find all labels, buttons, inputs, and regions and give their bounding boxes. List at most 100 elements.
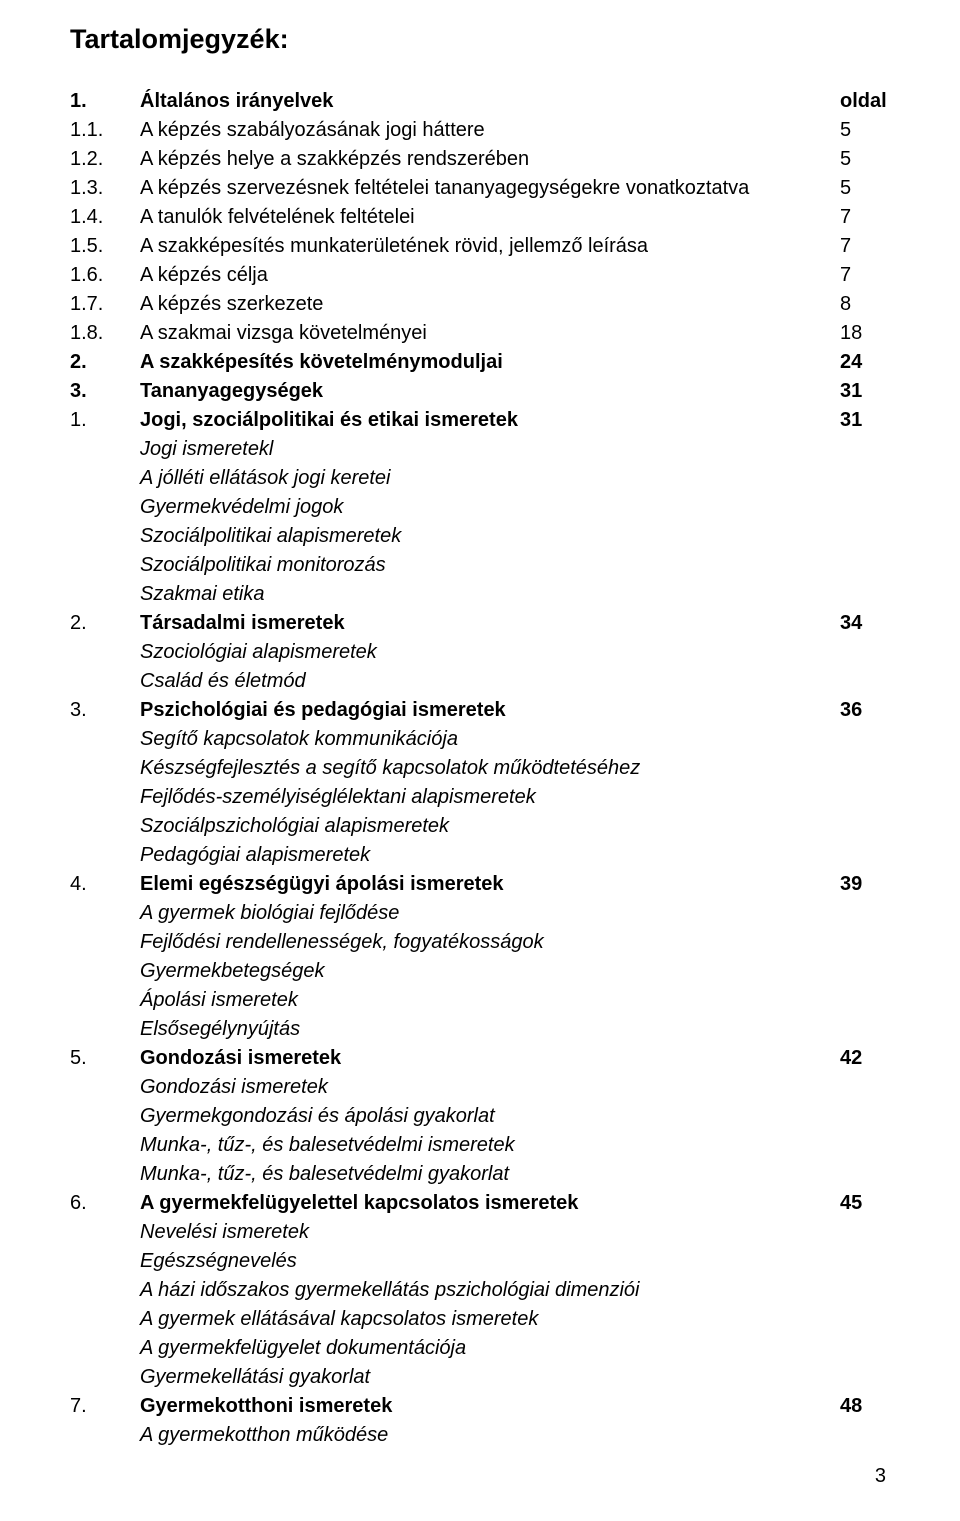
toc-label: Elemi egészségügyi ápolási ismeretek xyxy=(140,870,840,899)
toc-page: 7 xyxy=(840,203,890,232)
toc-subitem: Gyermekvédelmi jogok xyxy=(140,493,890,522)
toc-page: 24 xyxy=(840,348,890,377)
toc-subitem: Gyermekgondozási és ápolási gyakorlat xyxy=(140,1102,890,1131)
toc-subitem: Szakmai etika xyxy=(140,580,890,609)
toc-num: 1. xyxy=(70,406,140,435)
toc-label: Általános irányelvek xyxy=(140,87,840,116)
toc-page: 5 xyxy=(840,145,890,174)
toc-num: 1. xyxy=(70,87,140,116)
toc-subitem: Pedagógiai alapismeretek xyxy=(140,841,890,870)
toc-group-row: 5.Gondozási ismeretek42 xyxy=(70,1044,890,1073)
toc-subitem: Szociológiai alapismeretek xyxy=(140,638,890,667)
toc-page: 36 xyxy=(840,696,890,725)
toc-subitem: Szociálpolitikai alapismeretek xyxy=(140,522,890,551)
toc-label: A gyermekfelügyelettel kapcsolatos ismer… xyxy=(140,1189,840,1218)
toc-group-row: 6.A gyermekfelügyelettel kapcsolatos ism… xyxy=(70,1189,890,1218)
toc-num: 5. xyxy=(70,1044,140,1073)
toc-subitem: Elsősegélynyújtás xyxy=(140,1015,890,1044)
toc-subitem: Készségfejlesztés a segítő kapcsolatok m… xyxy=(140,754,890,783)
toc-subitem: Család és életmód xyxy=(140,667,890,696)
toc-label: A képzés helye a szakképzés rendszerében xyxy=(140,145,840,174)
toc-num: 1.7. xyxy=(70,290,140,319)
toc-row: 1.6.A képzés célja7 xyxy=(70,261,890,290)
toc-subitem: Nevelési ismeretek xyxy=(140,1218,890,1247)
toc-num: 2. xyxy=(70,348,140,377)
toc-section-1-header: 1. Általános irányelvek oldal xyxy=(70,87,890,116)
toc-subitem: Szociálpszichológiai alapismeretek xyxy=(140,812,890,841)
toc-label: A szakképesítés munkaterületének rövid, … xyxy=(140,232,840,261)
toc-group-row: 7.Gyermekotthoni ismeretek48 xyxy=(70,1392,890,1421)
toc-label: A szakmai vizsga követelményei xyxy=(140,319,840,348)
toc-row: 1.7.A képzés szerkezete8 xyxy=(70,290,890,319)
toc-subitem: Fejlődés-személyiséglélektani alapismere… xyxy=(140,783,890,812)
toc-row: 1.2.A képzés helye a szakképzés rendszer… xyxy=(70,145,890,174)
toc-subitem: Gyermekbetegségek xyxy=(140,957,890,986)
toc-num: 1.4. xyxy=(70,203,140,232)
toc-subitem: Munka-, tűz-, és balesetvédelmi gyakorla… xyxy=(140,1160,890,1189)
toc-subitem: Szociálpolitikai monitorozás xyxy=(140,551,890,580)
toc-num: 2. xyxy=(70,609,140,638)
toc-subitem: A házi időszakos gyermekellátás pszichol… xyxy=(140,1276,890,1305)
toc-num: 1.5. xyxy=(70,232,140,261)
toc-subitem: A gyermek ellátásával kapcsolatos ismere… xyxy=(140,1305,890,1334)
toc-subitem: A gyermekfelügyelet dokumentációja xyxy=(140,1334,890,1363)
toc-label: A képzés szervezésnek feltételei tananya… xyxy=(140,174,840,203)
toc-row: 1.4.A tanulók felvételének feltételei7 xyxy=(70,203,890,232)
toc-subitem: A gyermekotthon működése xyxy=(140,1421,890,1450)
toc-num: 6. xyxy=(70,1189,140,1218)
toc-page: 7 xyxy=(840,261,890,290)
toc-group-row: 2.Társadalmi ismeretek34 xyxy=(70,609,890,638)
toc-num: 1.6. xyxy=(70,261,140,290)
toc-page: 42 xyxy=(840,1044,890,1073)
toc-row: 1.5.A szakképesítés munkaterületének röv… xyxy=(70,232,890,261)
toc-subitem: Fejlődési rendellenességek, fogyatékossá… xyxy=(140,928,890,957)
toc-subitem: Gyermekellátási gyakorlat xyxy=(140,1363,890,1392)
toc-oldal-header: oldal xyxy=(840,87,890,116)
toc-row: 1.3.A képzés szervezésnek feltételei tan… xyxy=(70,174,890,203)
toc-label: Gyermekotthoni ismeretek xyxy=(140,1392,840,1421)
toc-row: 1.8.A szakmai vizsga követelményei18 xyxy=(70,319,890,348)
toc-num: 1.8. xyxy=(70,319,140,348)
toc-subitem: A gyermek biológiai fejlődése xyxy=(140,899,890,928)
toc-page: 5 xyxy=(840,174,890,203)
toc-num: 7. xyxy=(70,1392,140,1421)
toc-label: Tananyagegységek xyxy=(140,377,840,406)
toc-label: Jogi, szociálpolitikai és etikai ismeret… xyxy=(140,406,840,435)
toc-label: A képzés szabályozásának jogi háttere xyxy=(140,116,840,145)
toc-page: 5 xyxy=(840,116,890,145)
toc-page: 18 xyxy=(840,319,890,348)
toc-label: Gondozási ismeretek xyxy=(140,1044,840,1073)
toc-subitem: A jólléti ellátások jogi keretei xyxy=(140,464,890,493)
toc-subitem: Segítő kapcsolatok kommunikációja xyxy=(140,725,890,754)
toc-subitem: Ápolási ismeretek xyxy=(140,986,890,1015)
toc-subitem: Egészségnevelés xyxy=(140,1247,890,1276)
toc-group-row: 1.Jogi, szociálpolitikai és etikai ismer… xyxy=(70,406,890,435)
toc-num: 1.2. xyxy=(70,145,140,174)
toc-subitem: Jogi ismeretekl xyxy=(140,435,890,464)
toc-num: 3. xyxy=(70,696,140,725)
toc-page: 48 xyxy=(840,1392,890,1421)
toc-num: 1.3. xyxy=(70,174,140,203)
footer-page-number: 3 xyxy=(70,1462,890,1491)
toc-label: A képzés célja xyxy=(140,261,840,290)
toc-label: A tanulók felvételének feltételei xyxy=(140,203,840,232)
toc-row: 1.1.A képzés szabályozásának jogi hátter… xyxy=(70,116,890,145)
toc-num: 3. xyxy=(70,377,140,406)
page-title: Tartalomjegyzék: xyxy=(70,20,890,59)
toc-label: Társadalmi ismeretek xyxy=(140,609,840,638)
toc-group-row: 3.Pszichológiai és pedagógiai ismeretek3… xyxy=(70,696,890,725)
toc-label: Pszichológiai és pedagógiai ismeretek xyxy=(140,696,840,725)
toc-section-2: 2. A szakképesítés követelménymoduljai 2… xyxy=(70,348,890,377)
toc-num: 1.1. xyxy=(70,116,140,145)
toc-page: 31 xyxy=(840,377,890,406)
toc-page: 8 xyxy=(840,290,890,319)
toc-page: 31 xyxy=(840,406,890,435)
toc-page: 34 xyxy=(840,609,890,638)
toc-page: 45 xyxy=(840,1189,890,1218)
toc-num: 4. xyxy=(70,870,140,899)
toc-label: A szakképesítés követelménymoduljai xyxy=(140,348,840,377)
toc-subitem: Munka-, tűz-, és balesetvédelmi ismerete… xyxy=(140,1131,890,1160)
toc-group-row: 4.Elemi egészségügyi ápolási ismeretek39 xyxy=(70,870,890,899)
toc-subitem: Gondozási ismeretek xyxy=(140,1073,890,1102)
toc-section-3-header: 3. Tananyagegységek 31 xyxy=(70,377,890,406)
